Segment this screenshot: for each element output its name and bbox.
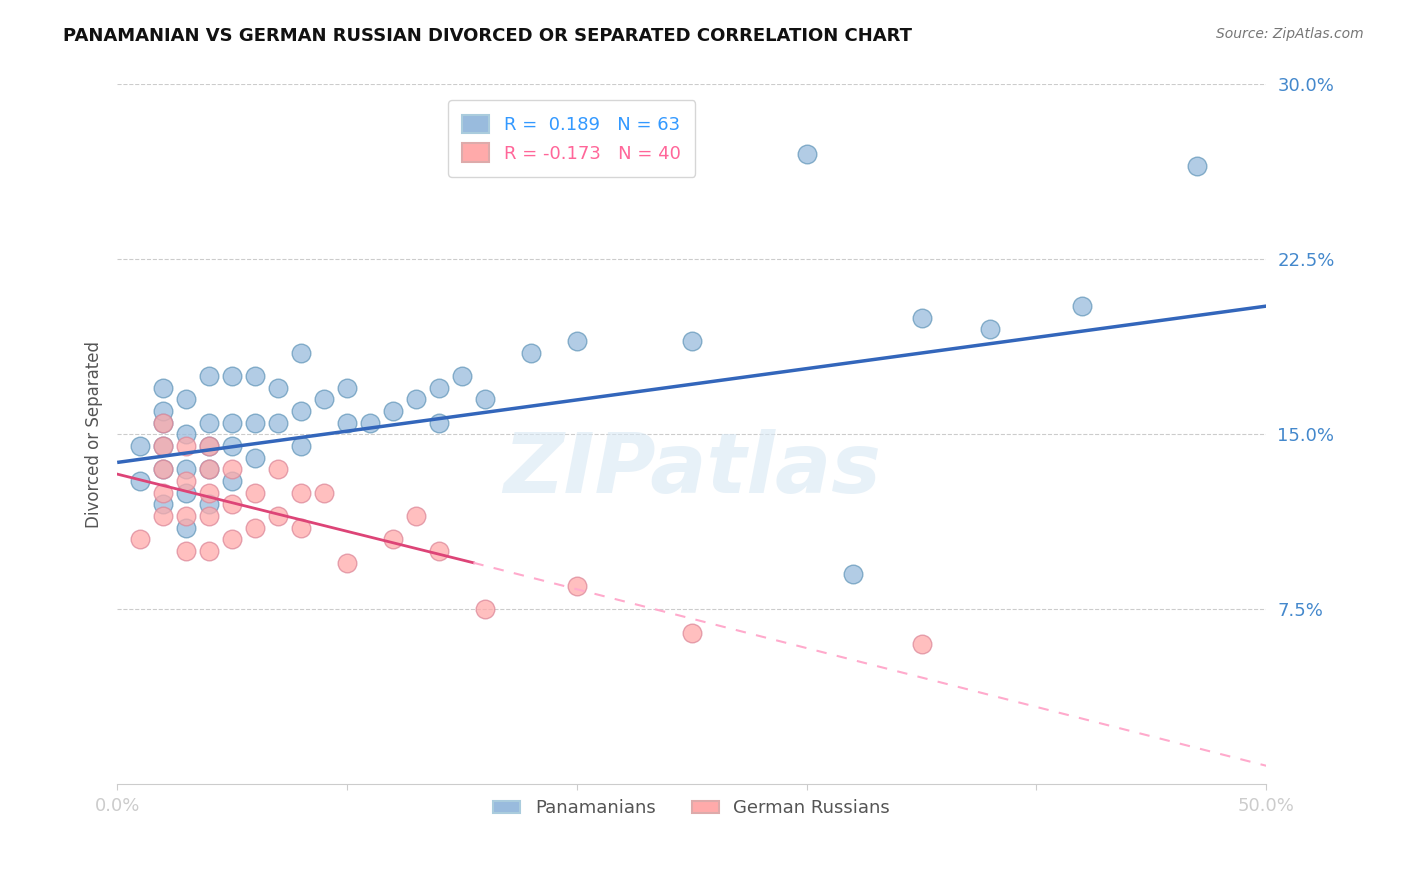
Point: [290, 521, 312, 535]
Point: [152, 462, 174, 476]
Point: [174, 462, 197, 476]
Point: [152, 485, 174, 500]
Point: [198, 439, 221, 453]
Point: [910, 637, 932, 651]
Point: [198, 416, 221, 430]
Point: [221, 416, 243, 430]
Point: [290, 404, 312, 418]
Text: PANAMANIAN VS GERMAN RUSSIAN DIVORCED OR SEPARATED CORRELATION CHART: PANAMANIAN VS GERMAN RUSSIAN DIVORCED OR…: [63, 27, 912, 45]
Point: [290, 439, 312, 453]
Point: [174, 439, 197, 453]
Point: [174, 427, 197, 442]
Point: [198, 509, 221, 524]
Point: [243, 485, 266, 500]
Point: [681, 625, 703, 640]
Point: [520, 345, 543, 359]
Point: [198, 498, 221, 512]
Point: [152, 439, 174, 453]
Point: [565, 579, 588, 593]
Point: [405, 509, 427, 524]
Point: [336, 416, 359, 430]
Point: [198, 485, 221, 500]
Point: [198, 369, 221, 384]
Point: [174, 544, 197, 558]
Point: [129, 533, 152, 547]
Y-axis label: Divorced or Separated: Divorced or Separated: [86, 341, 103, 528]
Point: [427, 416, 450, 430]
Point: [910, 310, 932, 325]
Point: [174, 485, 197, 500]
Point: [359, 416, 381, 430]
Point: [427, 381, 450, 395]
Point: [198, 439, 221, 453]
Point: [243, 369, 266, 384]
Point: [152, 462, 174, 476]
Point: [243, 521, 266, 535]
Text: Source: ZipAtlas.com: Source: ZipAtlas.com: [1216, 27, 1364, 41]
Point: [152, 416, 174, 430]
Point: [243, 416, 266, 430]
Point: [267, 462, 290, 476]
Point: [267, 509, 290, 524]
Point: [221, 474, 243, 488]
Point: [427, 544, 450, 558]
Point: [221, 439, 243, 453]
Point: [474, 392, 496, 407]
Point: [267, 416, 290, 430]
Point: [312, 392, 335, 407]
Point: [221, 533, 243, 547]
Point: [152, 509, 174, 524]
Point: [152, 381, 174, 395]
Point: [152, 416, 174, 430]
Point: [129, 474, 152, 488]
Point: [381, 533, 404, 547]
Point: [152, 404, 174, 418]
Point: [152, 498, 174, 512]
Point: [796, 147, 818, 161]
Point: [979, 322, 1001, 336]
Point: [290, 345, 312, 359]
Point: [174, 521, 197, 535]
Point: [174, 509, 197, 524]
Point: [198, 462, 221, 476]
Point: [243, 450, 266, 465]
Point: [405, 392, 427, 407]
Point: [198, 462, 221, 476]
Point: [474, 602, 496, 616]
Point: [1071, 299, 1094, 313]
Legend: Panamanians, German Russians: Panamanians, German Russians: [486, 792, 897, 824]
Point: [221, 462, 243, 476]
Point: [381, 404, 404, 418]
Point: [129, 439, 152, 453]
Text: ZIPatlas: ZIPatlas: [503, 429, 880, 510]
Point: [152, 439, 174, 453]
Point: [198, 544, 221, 558]
Point: [336, 381, 359, 395]
Point: [267, 381, 290, 395]
Point: [565, 334, 588, 348]
Point: [336, 556, 359, 570]
Point: [221, 369, 243, 384]
Point: [681, 334, 703, 348]
Point: [174, 474, 197, 488]
Point: [221, 498, 243, 512]
Point: [312, 485, 335, 500]
Point: [841, 567, 863, 582]
Point: [1187, 159, 1209, 173]
Point: [174, 392, 197, 407]
Point: [451, 369, 474, 384]
Point: [290, 485, 312, 500]
